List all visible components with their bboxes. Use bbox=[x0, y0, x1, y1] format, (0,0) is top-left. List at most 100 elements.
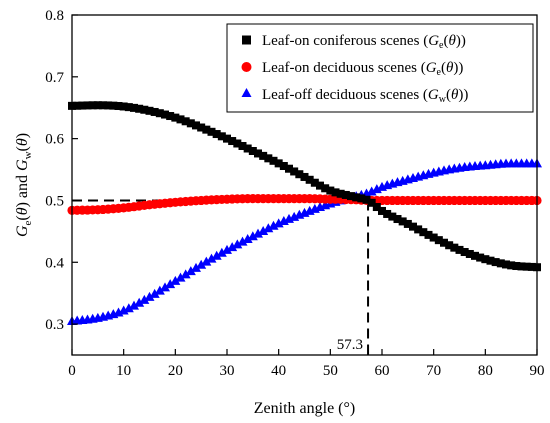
data-point-square bbox=[88, 101, 97, 110]
data-point-square bbox=[352, 193, 361, 202]
data-point-triangle bbox=[170, 275, 181, 285]
data-point-square bbox=[362, 195, 371, 204]
data-point-square bbox=[496, 259, 505, 268]
data-point-square bbox=[145, 106, 154, 115]
data-point-square bbox=[93, 101, 102, 110]
y-tick-label: 0.3 bbox=[45, 317, 64, 333]
data-point-square bbox=[83, 101, 92, 110]
x-tick-label: 60 bbox=[375, 363, 390, 379]
data-point-square bbox=[414, 225, 423, 234]
data-point-square bbox=[409, 222, 417, 231]
data-point-square bbox=[130, 103, 138, 112]
legend-label-coniferous: Leaf-on coniferous scenes (Ge(θ)) bbox=[262, 33, 466, 51]
data-point-square bbox=[372, 203, 381, 212]
x-tick-label: 70 bbox=[426, 363, 441, 379]
data-point-square bbox=[243, 144, 252, 153]
data-point-square bbox=[166, 112, 175, 121]
data-point-triangle bbox=[201, 256, 212, 266]
data-point-square bbox=[326, 186, 335, 195]
data-point-triangle bbox=[180, 269, 191, 279]
data-point-triangle bbox=[242, 233, 253, 243]
data-point-square bbox=[419, 228, 428, 237]
y-tick-label: 0.4 bbox=[45, 255, 64, 271]
data-point-triangle bbox=[232, 239, 243, 249]
data-point-square bbox=[341, 190, 350, 199]
data-point-square bbox=[481, 255, 490, 264]
data-point-square bbox=[403, 219, 412, 228]
data-point-square bbox=[238, 141, 247, 150]
data-point-square bbox=[321, 184, 330, 193]
data-point-square bbox=[507, 261, 516, 270]
data-point-square bbox=[109, 101, 118, 110]
data-point-square bbox=[295, 170, 304, 179]
data-point-square bbox=[398, 217, 407, 226]
annotation-label: 57.3 bbox=[337, 337, 363, 353]
data-point-square bbox=[527, 262, 536, 271]
data-point-triangle bbox=[222, 244, 232, 254]
data-point-triangle bbox=[258, 225, 269, 235]
data-point-square bbox=[347, 192, 355, 201]
data-point-triangle bbox=[273, 218, 284, 228]
data-point-triangle bbox=[118, 305, 129, 315]
data-point-triangle bbox=[123, 303, 134, 313]
data-point-square bbox=[223, 134, 231, 143]
legend-label-leaf-off: Leaf-off deciduous scenes (Gw(θ)) bbox=[262, 87, 468, 105]
data-point-square bbox=[228, 137, 237, 146]
data-point-square bbox=[471, 251, 479, 260]
legend-marker-leaf-off bbox=[241, 88, 252, 97]
data-point-square bbox=[186, 119, 195, 128]
data-point-square bbox=[99, 101, 107, 110]
data-point-triangle bbox=[185, 266, 196, 276]
data-point-square bbox=[254, 149, 262, 158]
data-point-triangle bbox=[160, 282, 170, 292]
legend: Leaf-on coniferous scenes (Ge(θ)) Leaf-o… bbox=[226, 23, 534, 113]
data-point-square bbox=[455, 245, 464, 254]
data-point-square bbox=[119, 102, 128, 111]
data-point-square bbox=[450, 243, 459, 252]
data-point-triangle bbox=[149, 288, 160, 298]
legend-marker-coniferous bbox=[242, 35, 251, 45]
data-point-square bbox=[393, 215, 402, 224]
data-point-triangle bbox=[129, 300, 139, 310]
data-point-triangle bbox=[144, 291, 155, 301]
x-tick-label: 30 bbox=[220, 363, 235, 379]
data-point-triangle bbox=[263, 223, 274, 233]
data-point-square bbox=[310, 178, 319, 187]
axis-layer: 0 10 20 30 40 50 60 70 80 90 0.3 0.4 0.5 0.6 0.7 0.8 bbox=[45, 8, 544, 379]
data-point-square bbox=[78, 101, 87, 110]
x-tick-label: 40 bbox=[271, 363, 286, 379]
data-point-square bbox=[274, 159, 283, 168]
data-point-square bbox=[316, 181, 324, 190]
data-point-triangle bbox=[247, 231, 258, 241]
data-point-square bbox=[285, 164, 293, 173]
data-point-square bbox=[491, 258, 500, 267]
data-point-triangle bbox=[253, 228, 263, 238]
data-point-square bbox=[290, 167, 299, 176]
data-point-square bbox=[476, 253, 485, 262]
data-point-square bbox=[104, 101, 113, 110]
data-point-square bbox=[192, 121, 200, 130]
data-point-square bbox=[388, 212, 397, 221]
data-point-triangle bbox=[216, 247, 227, 257]
legend-box bbox=[226, 23, 534, 113]
y-tick-label: 0.6 bbox=[45, 132, 64, 148]
data-point-square bbox=[367, 198, 376, 207]
series-triangle bbox=[67, 158, 542, 325]
data-point-square bbox=[445, 241, 454, 250]
data-point-triangle bbox=[175, 272, 186, 282]
data-point-square bbox=[135, 104, 144, 113]
y-tick-label: 0.7 bbox=[45, 70, 64, 86]
data-point-square bbox=[331, 188, 340, 197]
data-point-triangle bbox=[154, 285, 165, 295]
data-point-square bbox=[207, 127, 216, 136]
data-point-square bbox=[217, 132, 226, 141]
data-point-square bbox=[279, 162, 288, 171]
data-point-triangle bbox=[268, 220, 279, 230]
x-tick-label: 80 bbox=[478, 363, 493, 379]
plot-data-layer: 57.3 bbox=[67, 101, 542, 355]
x-tick-label: 0 bbox=[68, 363, 76, 379]
data-point-square bbox=[429, 233, 438, 242]
data-point-square bbox=[383, 209, 392, 218]
data-point-square bbox=[512, 262, 521, 271]
